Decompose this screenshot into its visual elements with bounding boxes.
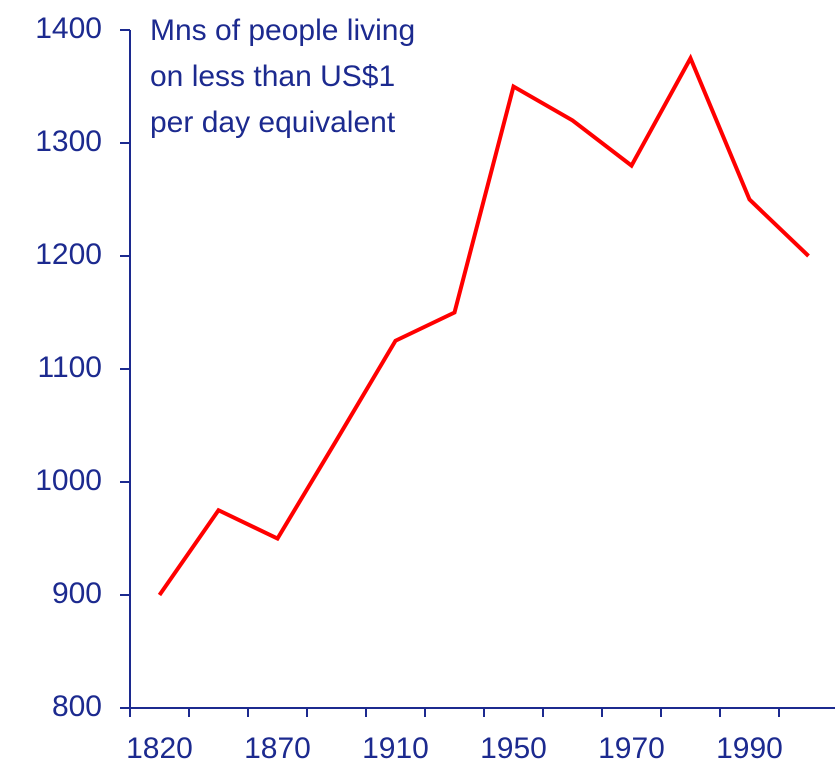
chart-title: on less than US$1 [150,60,395,93]
y-tick-label: 1200 [35,238,102,271]
x-tick-label: 1820 [126,732,193,765]
chart-title: Mns of people living [150,14,415,47]
line-series [157,53,810,597]
x-tick-label: 1990 [716,732,783,765]
x-tick-label: 1970 [598,732,665,765]
y-tick-label: 1000 [35,464,102,497]
x-tick-label: 1870 [244,732,311,765]
chart-title: per day equivalent [150,106,396,139]
y-tick-label: 1400 [35,12,102,45]
x-tick-label: 1910 [362,732,429,765]
y-tick-label: 800 [52,690,102,723]
x-tick-label: 1950 [480,732,547,765]
y-tick-label: 1100 [37,351,102,384]
y-tick-label: 1300 [35,125,102,158]
y-tick-label: 900 [52,577,102,610]
